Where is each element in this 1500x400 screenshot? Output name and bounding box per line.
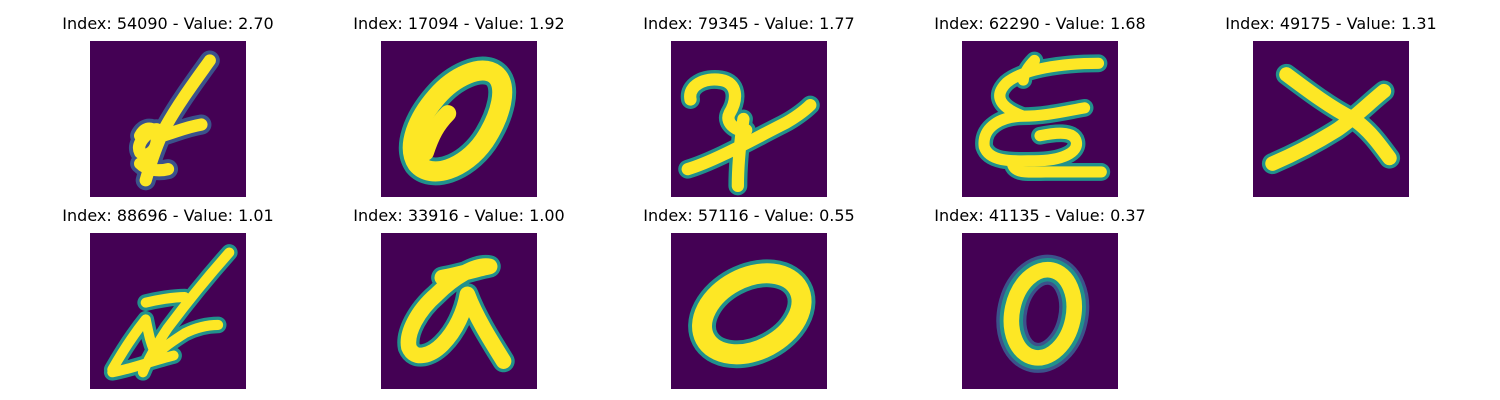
image-panel-54090: Index: 54090 - Value: 2.70 [53, 14, 283, 197]
image-panel-79345: Index: 79345 - Value: 1.77 [634, 14, 864, 197]
handwritten-character-image [381, 233, 537, 389]
handwritten-character-image [671, 41, 827, 197]
handwritten-character-image [381, 41, 537, 197]
image-panel-33916: Index: 33916 - Value: 1.00 [344, 206, 574, 389]
image-panel-41135: Index: 41135 - Value: 0.37 [925, 206, 1155, 389]
panel-title: Index: 17094 - Value: 1.92 [353, 14, 565, 33]
image-panel-57116: Index: 57116 - Value: 0.55 [634, 206, 864, 389]
image-background [1253, 41, 1409, 197]
image-panel-62290: Index: 62290 - Value: 1.68 [925, 14, 1155, 197]
panel-title: Index: 54090 - Value: 2.70 [62, 14, 274, 33]
handwritten-character-image [962, 233, 1118, 389]
panel-title: Index: 33916 - Value: 1.00 [353, 206, 565, 225]
handwritten-character-image [90, 233, 246, 389]
image-panel-49175: Index: 49175 - Value: 1.31 [1216, 14, 1446, 197]
panel-title: Index: 79345 - Value: 1.77 [643, 14, 855, 33]
image-panel-17094: Index: 17094 - Value: 1.92 [344, 14, 574, 197]
handwritten-character-image [962, 41, 1118, 197]
handwritten-character-image [1253, 41, 1409, 197]
handwritten-character-image [671, 233, 827, 389]
panel-title: Index: 88696 - Value: 1.01 [62, 206, 274, 225]
panel-title: Index: 49175 - Value: 1.31 [1225, 14, 1437, 33]
panel-title: Index: 57116 - Value: 0.55 [643, 206, 855, 225]
handwritten-character-image [90, 41, 246, 197]
image-panel-88696: Index: 88696 - Value: 1.01 [53, 206, 283, 389]
panel-title: Index: 41135 - Value: 0.37 [934, 206, 1146, 225]
panel-title: Index: 62290 - Value: 1.68 [934, 14, 1146, 33]
